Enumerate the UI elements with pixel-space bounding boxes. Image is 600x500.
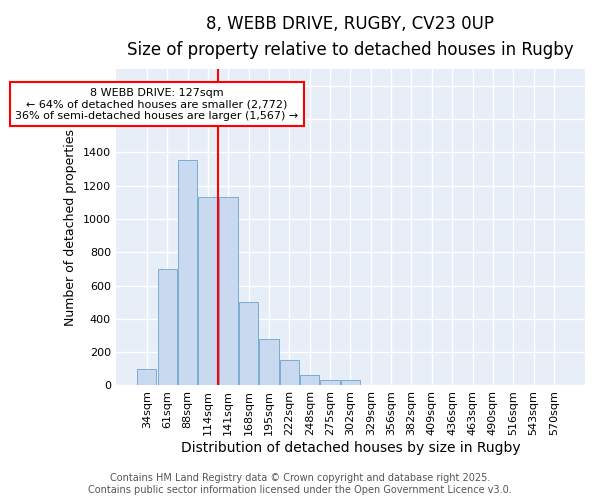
Bar: [239, 302, 258, 386]
Bar: [218, 198, 238, 386]
Bar: [320, 380, 340, 386]
Bar: [280, 360, 299, 386]
Y-axis label: Number of detached properties: Number of detached properties: [64, 129, 77, 326]
Bar: [178, 160, 197, 386]
Bar: [300, 374, 319, 386]
Bar: [259, 339, 278, 386]
Bar: [137, 369, 157, 386]
Bar: [158, 269, 177, 386]
Text: Contains HM Land Registry data © Crown copyright and database right 2025.
Contai: Contains HM Land Registry data © Crown c…: [88, 474, 512, 495]
Title: 8, WEBB DRIVE, RUGBY, CV23 0UP
Size of property relative to detached houses in R: 8, WEBB DRIVE, RUGBY, CV23 0UP Size of p…: [127, 15, 574, 60]
X-axis label: Distribution of detached houses by size in Rugby: Distribution of detached houses by size …: [181, 441, 520, 455]
Bar: [198, 198, 218, 386]
Text: 8 WEBB DRIVE: 127sqm
← 64% of detached houses are smaller (2,772)
36% of semi-de: 8 WEBB DRIVE: 127sqm ← 64% of detached h…: [16, 88, 299, 121]
Bar: [341, 380, 360, 386]
